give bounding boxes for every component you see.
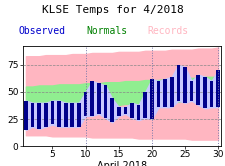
Bar: [90, 81, 94, 116]
Bar: [156, 81, 160, 107]
Bar: [103, 85, 107, 118]
Bar: [189, 81, 193, 101]
Bar: [44, 103, 47, 127]
Bar: [24, 101, 28, 130]
Bar: [57, 101, 61, 127]
Bar: [116, 107, 120, 116]
Bar: [110, 98, 113, 122]
Bar: [149, 79, 153, 119]
X-axis label: April 2018: April 2018: [97, 161, 146, 166]
Bar: [77, 103, 80, 127]
Text: Observed: Observed: [18, 26, 65, 36]
Bar: [163, 79, 166, 107]
Bar: [202, 77, 206, 108]
Bar: [136, 105, 140, 120]
Bar: [50, 101, 54, 124]
Bar: [31, 103, 34, 127]
Text: Normals: Normals: [86, 26, 126, 36]
Bar: [209, 81, 212, 107]
Bar: [143, 92, 146, 118]
Bar: [182, 67, 186, 103]
Bar: [130, 103, 133, 118]
Text: KLSE Temps for 4/2018: KLSE Temps for 4/2018: [42, 5, 183, 15]
Bar: [83, 92, 87, 116]
Text: Records: Records: [146, 26, 187, 36]
Bar: [215, 70, 219, 107]
Bar: [123, 107, 127, 114]
Bar: [176, 65, 179, 101]
Bar: [196, 75, 199, 105]
Bar: [37, 103, 41, 129]
Bar: [64, 103, 67, 127]
Bar: [169, 77, 173, 107]
Bar: [97, 83, 100, 114]
Bar: [70, 103, 74, 127]
